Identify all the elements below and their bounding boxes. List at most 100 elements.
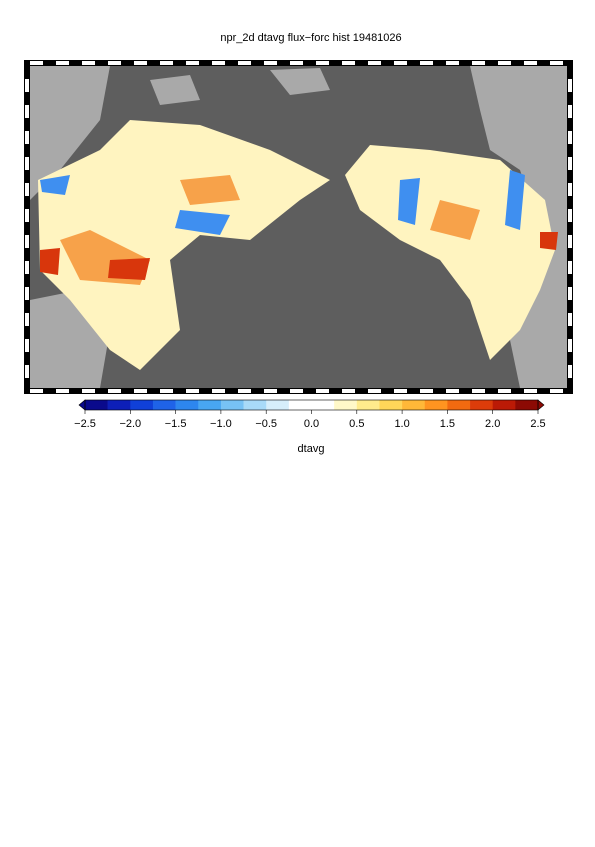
frame-tick [160, 61, 173, 65]
colorbar-segment [470, 400, 493, 410]
frame-tick [25, 79, 29, 92]
colorbar-end [537, 399, 545, 411]
land [150, 68, 330, 105]
frame-tick [25, 105, 29, 118]
frame-tick [498, 61, 511, 65]
frame-tick [568, 79, 572, 92]
colorbar-segment [424, 400, 448, 410]
colorbar-segment [334, 400, 358, 410]
frame-tick [56, 61, 69, 65]
frame-tick [550, 61, 563, 65]
frame-tick [368, 389, 381, 393]
colorbar-tick-label: −1.0 [210, 418, 232, 430]
frame-tick [160, 389, 173, 393]
map [24, 60, 573, 394]
frame-tick [568, 183, 572, 196]
colorbar-tick-label: −0.5 [255, 418, 277, 430]
frame-tick [420, 389, 433, 393]
frame-tick [568, 339, 572, 352]
frame-tick [212, 61, 225, 65]
colorbar-segment [107, 400, 131, 410]
frame-tick [25, 261, 29, 274]
colorbar-tick-label: −2.0 [119, 418, 141, 430]
colorbar-label: dtavg [298, 443, 325, 455]
frame-tick [82, 61, 95, 65]
colorbar-tick-label: −2.5 [74, 418, 96, 430]
colorbar-segment [311, 400, 335, 410]
frame-tick [472, 389, 485, 393]
frame-tick [30, 61, 43, 65]
frame-tick [186, 61, 199, 65]
frame-tick [394, 389, 407, 393]
colorbar-segment [379, 400, 403, 410]
colorbar-segment [85, 400, 108, 410]
frame-tick [550, 389, 563, 393]
frame-tick [342, 61, 355, 65]
frame-tick [568, 287, 572, 300]
frame-tick [316, 389, 329, 393]
frame-tick [82, 389, 95, 393]
frame-tick [472, 61, 485, 65]
colorbar-tick-label: 1.0 [394, 418, 409, 430]
frame-tick [25, 131, 29, 144]
frame-tick [25, 339, 29, 352]
frame-tick [290, 61, 303, 65]
frame-tick [568, 209, 572, 222]
colorbar-segment [266, 400, 290, 410]
frame-tick [316, 61, 329, 65]
frame-tick [568, 261, 572, 274]
frame-tick [368, 61, 381, 65]
frame-tick [394, 61, 407, 65]
colorbar-segment [515, 400, 539, 410]
colorbar-segment [198, 400, 222, 410]
colorbar-tick-label: 0.5 [349, 418, 364, 430]
frame-tick [290, 389, 303, 393]
land [470, 66, 567, 388]
frame-tick [25, 157, 29, 170]
frame-tick [134, 61, 147, 65]
colorbar-tick-label: −1.5 [165, 418, 187, 430]
frame-tick [238, 61, 251, 65]
frame-tick [25, 313, 29, 326]
colorbar-end [78, 399, 86, 411]
frame-tick [524, 389, 537, 393]
frame-tick [30, 389, 43, 393]
frame-tick [568, 105, 572, 118]
frame-tick [25, 183, 29, 196]
colorbar-tick-label: 1.5 [440, 418, 455, 430]
frame-tick [25, 287, 29, 300]
frame-tick [25, 235, 29, 248]
frame-tick [238, 389, 251, 393]
colorbar-tick-label: 2.0 [485, 418, 500, 430]
frame-tick [568, 365, 572, 378]
colorbar-segment [220, 400, 244, 410]
data-field [38, 120, 330, 370]
colorbar-tick-label: 0.0 [304, 418, 319, 430]
colorbar-tick-label: 2.5 [530, 418, 545, 430]
colorbar-segment [152, 400, 176, 410]
data-field [40, 170, 525, 235]
colorbar: −2.5 −2.0 −1.5 −1.0 −0.5 0.0 0.5 1.0 1.5 2.0 2.5 [74, 399, 546, 430]
frame-tick [186, 389, 199, 393]
frame-tick [568, 157, 572, 170]
frame-tick [25, 365, 29, 378]
frame-tick [212, 389, 225, 393]
frame-tick [446, 61, 459, 65]
frame-tick [420, 61, 433, 65]
colorbar-segment [402, 400, 426, 410]
frame-tick [108, 61, 121, 65]
frame-tick [25, 209, 29, 222]
frame-tick [56, 389, 69, 393]
colorbar-segment [492, 400, 516, 410]
frame-tick [264, 61, 277, 65]
data-field [60, 175, 480, 285]
colorbar-segment [130, 400, 154, 410]
frame-tick [498, 389, 511, 393]
colorbar-segment [356, 400, 380, 410]
data-field [345, 145, 555, 360]
frame-tick [568, 235, 572, 248]
colorbar-segment [447, 400, 471, 410]
frame-tick [108, 389, 121, 393]
frame-tick [264, 389, 277, 393]
